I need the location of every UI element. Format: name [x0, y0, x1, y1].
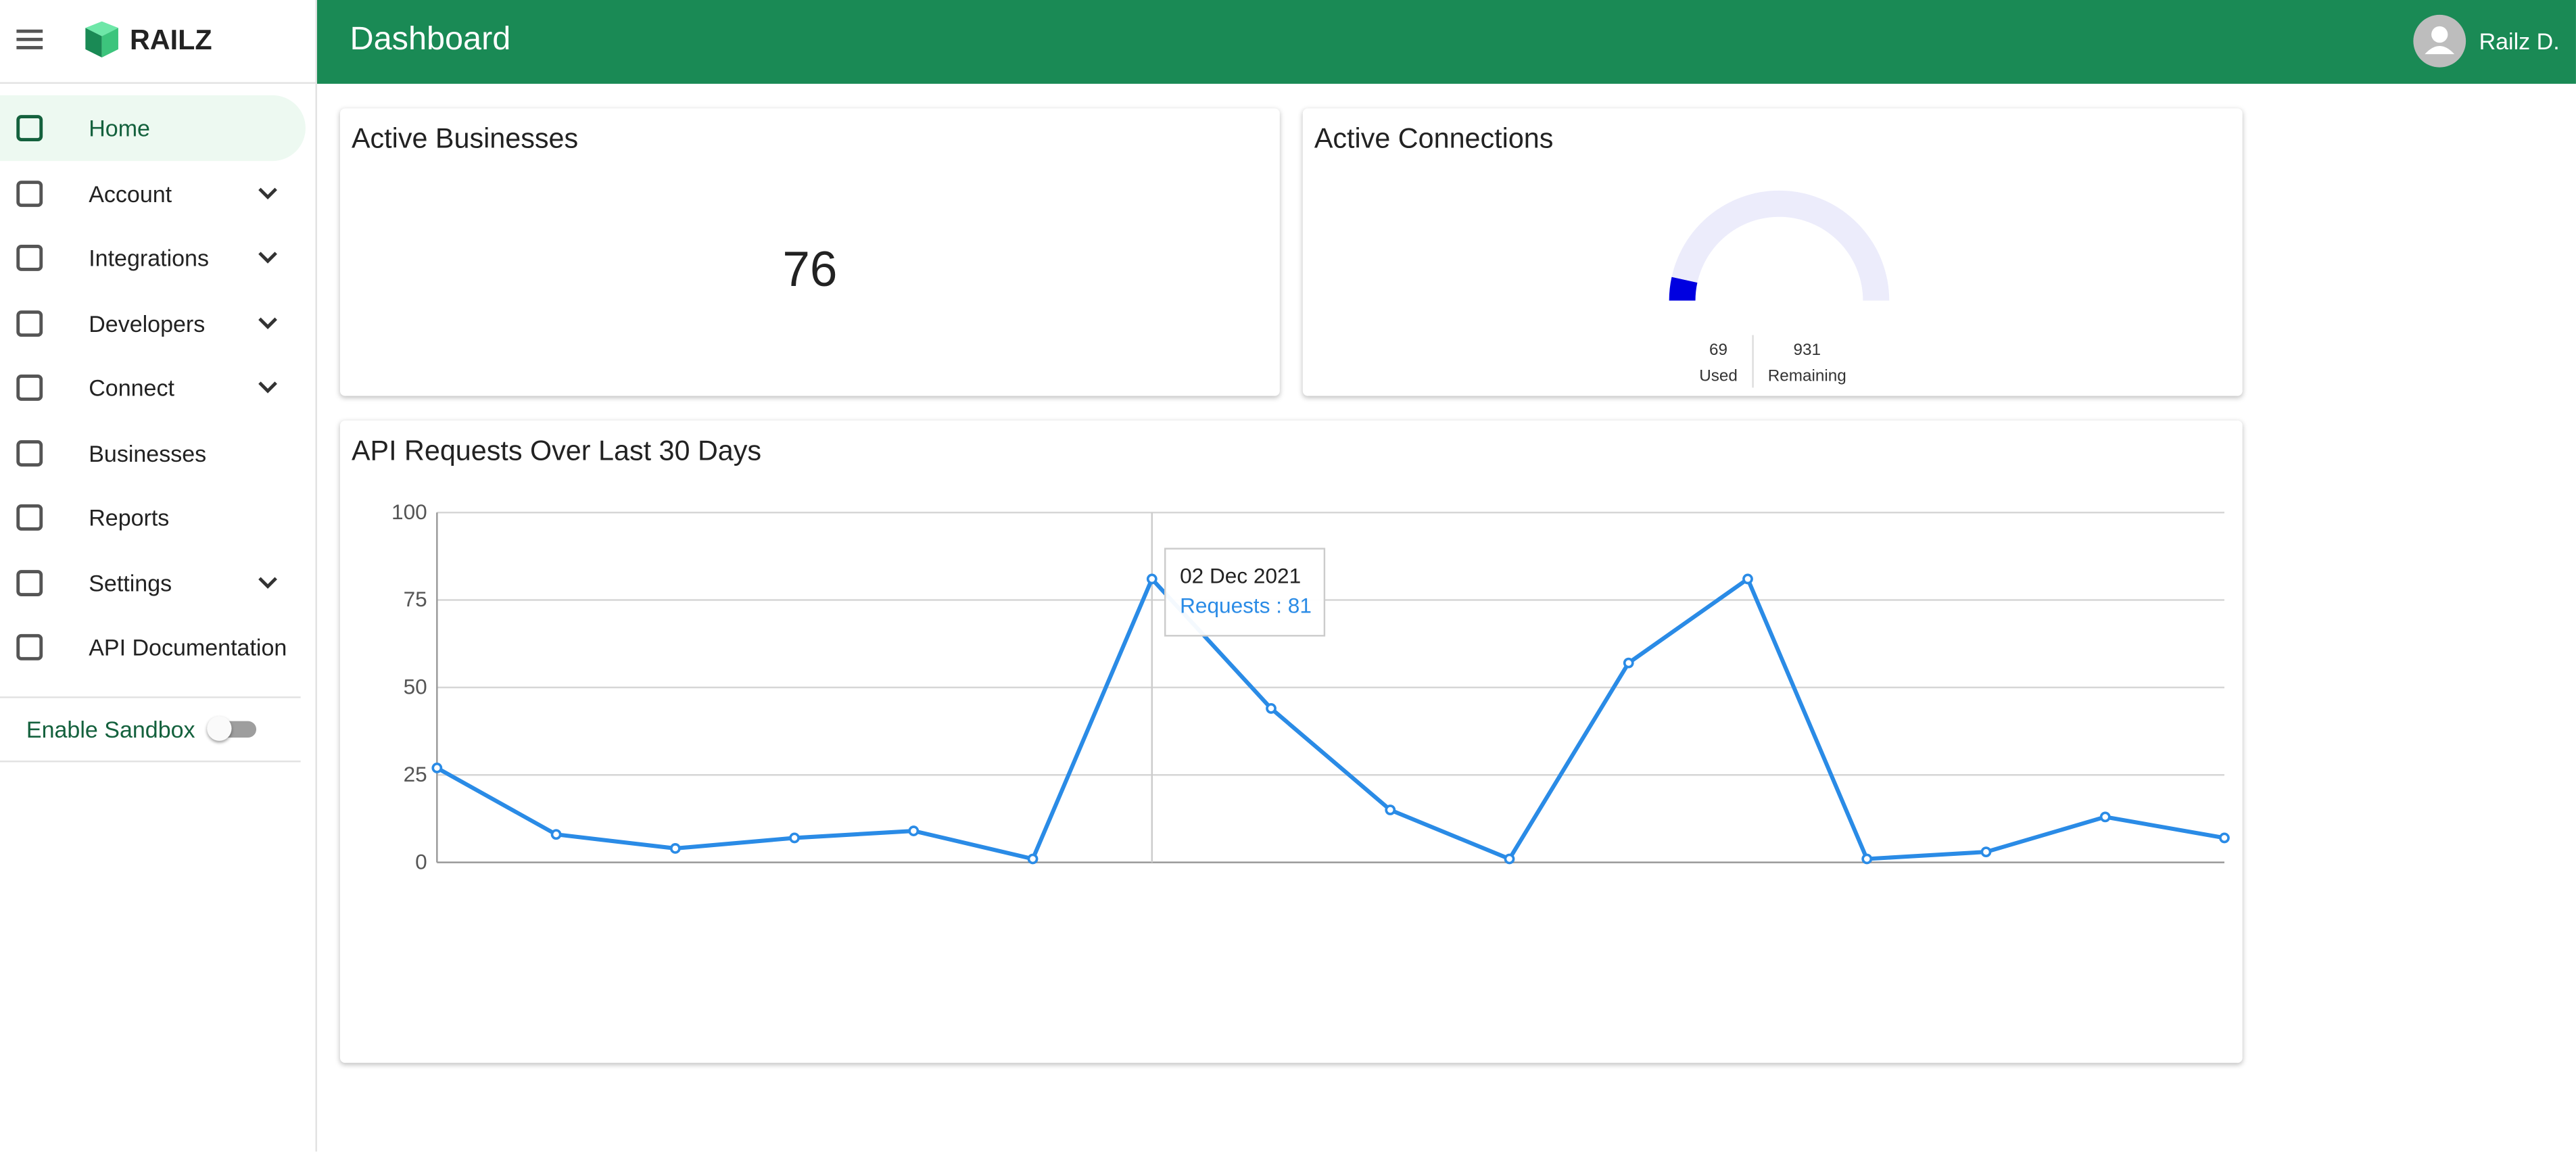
chevron	[258, 381, 277, 393]
nav-icon	[16, 245, 43, 271]
tooltip	[1164, 548, 1326, 637]
nav-label: Settings	[89, 569, 172, 596]
chevron	[258, 576, 277, 588]
data-point	[1623, 657, 1634, 669]
card-title: Active Connections	[1314, 123, 1554, 155]
tooltip-date: 02 Dec 2021	[1180, 564, 1301, 588]
y-tick-label: 50	[404, 675, 427, 699]
businesses-value: 76	[782, 243, 838, 297]
nav-item[interactable]: Settings	[0, 550, 306, 615]
brand: RAILZ	[129, 24, 212, 56]
chevron	[258, 251, 277, 264]
nav-item[interactable]: Developers	[0, 290, 306, 356]
nav-label: Account	[89, 180, 172, 206]
nav-label: Reports	[89, 504, 170, 531]
data-point	[2219, 832, 2230, 844]
nav-icon	[16, 439, 43, 466]
data-point	[1146, 573, 1158, 585]
nav-icon	[16, 374, 43, 401]
y-tick-label: 0	[415, 849, 427, 873]
nav-icon	[16, 504, 43, 531]
nav-item[interactable]: Home	[0, 95, 306, 162]
gauge: 69 Used 931 Remaining	[1669, 190, 1890, 388]
toggle-knob	[207, 716, 232, 741]
divider	[0, 760, 301, 763]
data-point	[1980, 846, 1992, 858]
gauge-value: 69	[1709, 341, 1727, 359]
chevron	[258, 316, 277, 329]
sandbox-label: Enable Sandbox	[26, 716, 195, 743]
businesses-card: Active Businesses 76	[339, 108, 1280, 396]
data-point	[1027, 853, 1039, 865]
connections-card: Active Connections 69 Used 931 Remaining	[1302, 108, 2243, 396]
nav-label: Integrations	[89, 245, 210, 271]
data-point	[669, 843, 681, 854]
nav-item[interactable]: Businesses	[0, 420, 306, 485]
page-title: Dashboard	[350, 21, 511, 58]
avatar[interactable]	[2412, 13, 2468, 69]
nav-item[interactable]: Connect	[0, 355, 306, 421]
gauge-value: 931	[1794, 341, 1821, 359]
gauge-segment	[1671, 190, 1890, 301]
data-point	[1504, 853, 1515, 865]
gauge-label: Used	[1699, 367, 1738, 385]
sidebar: RAILZ Home Account Integrations Developers C…	[0, 0, 317, 1152]
nav-label: Connect	[89, 374, 174, 401]
nav-item[interactable]: API Documentation	[0, 615, 306, 680]
nav-label: Developers	[89, 310, 206, 336]
y-tick-label: 25	[404, 762, 427, 786]
data-point	[789, 832, 800, 844]
nav-icon	[16, 180, 43, 206]
nav-item[interactable]: Integrations	[0, 225, 306, 291]
data-point	[908, 825, 920, 836]
data-point	[550, 829, 562, 840]
nav-label: API Documentation	[89, 633, 287, 661]
card-title: API Requests Over Last 30 Days	[351, 435, 762, 467]
data-point	[1266, 703, 1277, 714]
data-point	[431, 763, 443, 773]
nav-icon	[16, 633, 43, 661]
sandbox-toggle[interactable]	[207, 716, 257, 741]
chevron	[258, 187, 277, 199]
logo	[85, 21, 118, 58]
card-title: Active Businesses	[351, 123, 579, 155]
y-tick-label: 75	[404, 587, 427, 611]
nav-item[interactable]: Reports	[0, 485, 306, 550]
gauge-label: Remaining	[1768, 367, 1846, 385]
nav-icon	[16, 115, 43, 141]
y-tick-label: 100	[391, 500, 427, 524]
tooltip-label: Requests : 81	[1180, 593, 1312, 617]
data-point	[1385, 805, 1396, 815]
nav-label: Home	[89, 115, 150, 141]
gauge-segment	[1669, 277, 1698, 301]
data-point	[1861, 853, 1873, 865]
nav-icon	[16, 569, 43, 596]
data-point	[2099, 811, 2111, 823]
nav-icon	[16, 310, 43, 336]
nav-item[interactable]: Account	[0, 160, 306, 226]
api-card: API Requests Over Last 30 Days	[339, 421, 2243, 1063]
menu-icon[interactable]	[16, 26, 46, 53]
top-bar: Dashboard Railz D.	[316, 0, 2576, 84]
divider	[0, 696, 301, 698]
brand-bar: RAILZ	[0, 0, 316, 84]
series-line	[435, 575, 2225, 862]
data-point	[1742, 573, 1753, 585]
user-name[interactable]: Railz D.	[2479, 28, 2560, 55]
nav-label: Businesses	[89, 439, 207, 466]
